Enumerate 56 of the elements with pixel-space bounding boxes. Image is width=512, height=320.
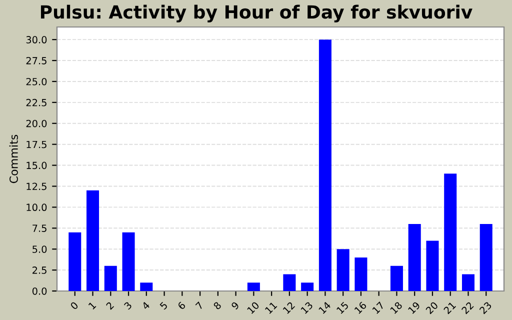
y-tick-label: 0.0 — [32, 287, 47, 295]
bar — [336, 249, 350, 291]
x-tick-label: 7 — [195, 302, 204, 310]
bar — [283, 274, 296, 291]
x-tick-label: 11 — [264, 302, 278, 314]
x-tick-label: 18 — [390, 301, 403, 314]
y-tick-label: 10.0 — [26, 204, 47, 212]
x-tick-label: 8 — [212, 301, 222, 310]
bar — [354, 257, 368, 291]
y-tick-label: 5.0 — [32, 246, 47, 253]
bar — [301, 282, 314, 291]
bar — [140, 282, 153, 291]
bar — [247, 282, 260, 291]
bar — [318, 40, 332, 291]
y-tick-label: 27.5 — [26, 57, 46, 64]
x-tick-label: 4 — [141, 301, 150, 310]
y-tick-label: 17.5 — [26, 140, 46, 148]
y-tick-label: 20.0 — [26, 120, 47, 128]
x-tick-label: 19 — [408, 301, 420, 314]
x-tick-label: 22 — [461, 302, 474, 314]
bar — [390, 266, 403, 291]
x-tick-label: 13 — [300, 301, 314, 314]
bar — [480, 224, 492, 291]
bar — [68, 232, 82, 291]
x-tick-label: 6 — [177, 301, 186, 310]
bar — [408, 224, 421, 291]
bar — [122, 232, 135, 291]
x-tick-label: 3 — [124, 301, 132, 310]
x-tick-label: 1 — [88, 302, 96, 310]
x-tick-label: 21 — [443, 301, 456, 314]
x-tick-label: 14 — [318, 301, 332, 314]
x-tick-label: 10 — [246, 301, 260, 314]
x-tick-label: 20 — [425, 301, 438, 314]
bar — [462, 274, 474, 291]
y-tick-label: 30.0 — [26, 36, 47, 44]
y-axis-title: Commits — [9, 134, 18, 184]
y-tick-label: 7.5 — [32, 224, 46, 232]
x-tick-label: 2 — [106, 302, 114, 310]
x-tick-label: 23 — [479, 301, 492, 314]
y-tick-label: 25.0 — [26, 78, 47, 86]
x-tick-label: 0 — [70, 301, 79, 310]
x-tick-label: 15 — [336, 302, 349, 314]
x-tick-label: 9 — [230, 301, 240, 310]
bar — [86, 190, 100, 291]
y-tick-label: 15.0 — [26, 162, 47, 170]
bar — [426, 240, 439, 291]
x-tick-label: 5 — [160, 302, 168, 310]
chart-title: Pulsu: Activity by Hour of Day for skvuoriv — [40, 4, 472, 22]
x-tick-label: 16 — [354, 301, 367, 314]
x-tick-label: 12 — [282, 302, 296, 314]
x-tick-label: 17 — [372, 302, 385, 314]
bar — [104, 266, 117, 291]
y-tick-label: 22.5 — [26, 98, 46, 106]
bar — [444, 174, 457, 291]
y-tick-label: 2.5 — [32, 266, 46, 274]
y-tick-label: 12.5 — [26, 182, 46, 190]
